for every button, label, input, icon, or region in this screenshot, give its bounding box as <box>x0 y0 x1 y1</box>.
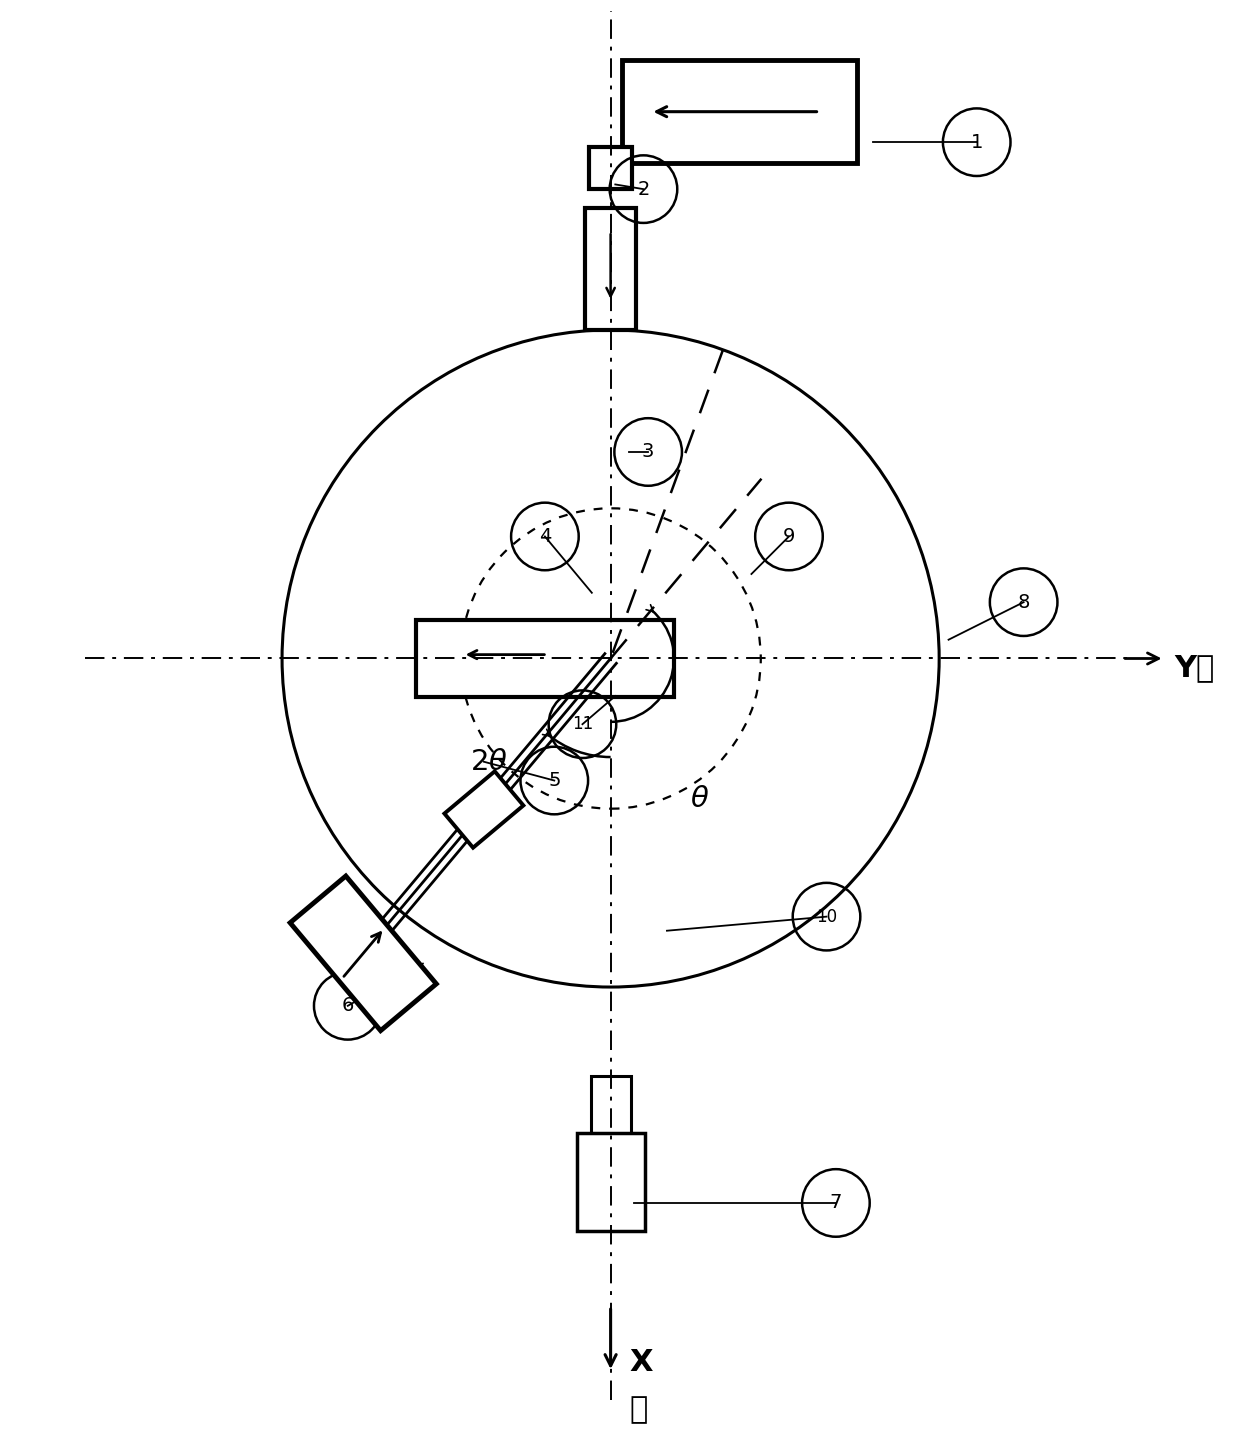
Bar <box>577 1132 645 1231</box>
Bar <box>415 620 675 697</box>
Text: 11: 11 <box>572 716 593 733</box>
Polygon shape <box>290 876 436 1030</box>
Bar <box>585 207 636 331</box>
Text: 4: 4 <box>538 527 551 547</box>
Text: 5: 5 <box>548 771 560 790</box>
Text: 6: 6 <box>341 996 353 1016</box>
Polygon shape <box>444 771 523 847</box>
Text: $\theta$: $\theta$ <box>691 786 709 813</box>
Bar <box>590 1076 631 1146</box>
Text: 10: 10 <box>816 907 837 926</box>
Text: 9: 9 <box>782 527 795 547</box>
Text: 2: 2 <box>637 180 650 199</box>
Text: Y轴: Y轴 <box>1174 654 1214 683</box>
Text: $2\theta$: $2\theta$ <box>470 748 507 776</box>
Text: 轴: 轴 <box>630 1395 647 1424</box>
Bar <box>589 147 631 189</box>
Text: 8: 8 <box>1018 592 1030 611</box>
Bar <box>622 60 857 163</box>
Text: X: X <box>630 1348 653 1378</box>
Text: 1: 1 <box>971 133 983 152</box>
Text: 3: 3 <box>642 442 655 461</box>
Text: 7: 7 <box>830 1193 842 1212</box>
